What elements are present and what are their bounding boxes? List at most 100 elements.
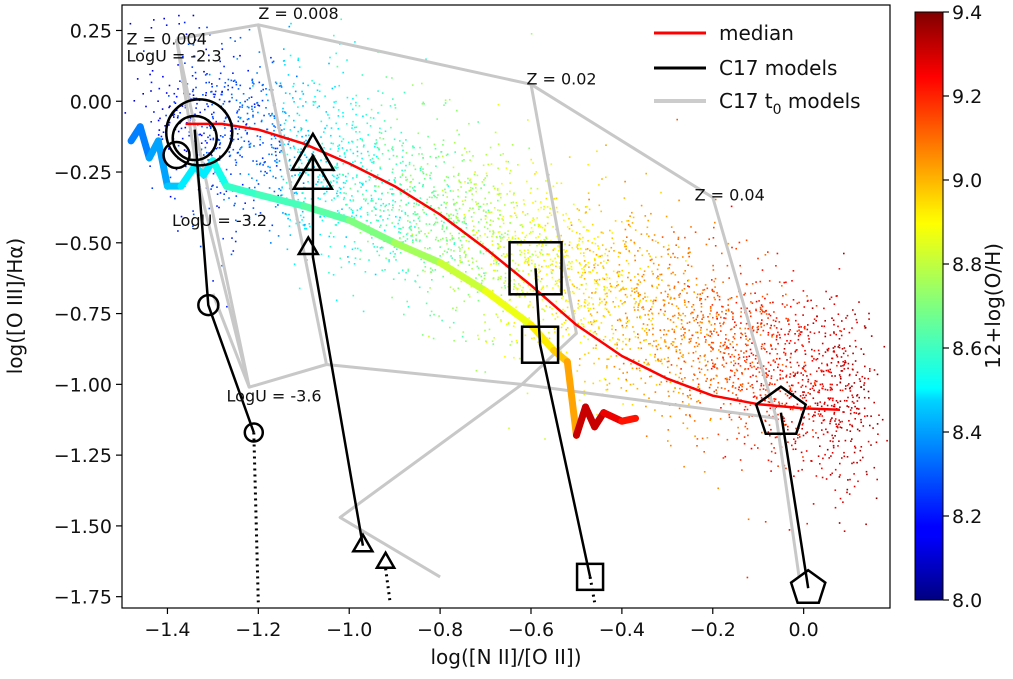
scatter-point <box>307 130 309 132</box>
scatter-point <box>504 285 506 287</box>
scatter-point <box>873 466 876 469</box>
scatter-point <box>631 367 634 370</box>
scatter-point <box>635 290 638 293</box>
scatter-point <box>663 341 666 343</box>
scatter-point <box>745 322 748 325</box>
scatter-point <box>755 300 758 303</box>
annotation-label: Z = 0.004 <box>127 30 207 49</box>
scatter-point <box>301 135 303 138</box>
scatter-point <box>683 328 685 330</box>
scatter-point <box>402 226 404 229</box>
scatter-point <box>468 122 470 125</box>
scatter-point <box>392 168 394 171</box>
scatter-point <box>234 127 237 130</box>
scatter-point <box>472 261 474 264</box>
scatter-point <box>570 221 572 224</box>
scatter-point <box>337 222 340 224</box>
scatter-point <box>788 330 790 333</box>
scatter-point <box>527 304 530 307</box>
scatter-point <box>636 387 639 390</box>
scatter-point <box>469 178 472 181</box>
scatter-point <box>218 78 221 80</box>
scatter-point <box>607 259 609 261</box>
scatter-point <box>536 187 539 190</box>
scatter-point <box>723 317 725 319</box>
scatter-point <box>262 83 264 86</box>
scatter-point <box>809 331 812 333</box>
scatter-point <box>562 308 564 311</box>
scatter-point <box>552 249 555 251</box>
scatter-point <box>246 99 249 101</box>
scatter-point <box>529 288 532 291</box>
scatter-point <box>764 394 767 396</box>
scatter-point <box>668 302 670 304</box>
scatter-point <box>471 229 474 232</box>
scatter-point <box>345 203 347 206</box>
scatter-point <box>854 339 857 342</box>
scatter-point <box>506 255 509 257</box>
scatter-point <box>648 253 650 255</box>
scatter-point <box>242 208 245 210</box>
scatter-point <box>629 348 631 350</box>
scatter-point <box>520 251 523 254</box>
scatter-point <box>843 455 846 458</box>
scatter-point <box>378 254 381 257</box>
scatter-point <box>699 329 702 331</box>
scatter-point <box>314 95 316 98</box>
scatter-point <box>314 100 317 103</box>
scatter-point <box>555 261 557 263</box>
scatter-point <box>804 364 807 367</box>
scatter-point <box>625 245 628 248</box>
scatter-point <box>738 432 740 435</box>
scatter-point <box>645 339 648 341</box>
scatter-point <box>655 256 657 259</box>
scatter-point <box>683 336 686 338</box>
scatter-point <box>679 372 682 375</box>
scatter-point <box>376 250 378 253</box>
scatter-point <box>438 315 440 317</box>
scatter-point <box>609 229 611 232</box>
scatter-point <box>492 277 495 280</box>
scatter-point <box>425 302 428 305</box>
scatter-point <box>816 402 819 405</box>
scatter-point <box>456 221 458 224</box>
scatter-point <box>808 418 811 420</box>
scatter-point <box>612 242 615 245</box>
scatter-point <box>718 298 721 301</box>
scatter-point <box>542 318 545 321</box>
scatter-point <box>168 106 170 109</box>
scatter-point <box>452 237 455 240</box>
scatter-point <box>820 369 822 372</box>
scatter-point <box>682 356 684 358</box>
scatter-point <box>338 84 340 87</box>
scatter-point <box>445 239 448 241</box>
scatter-point <box>809 393 811 395</box>
scatter-point <box>174 197 176 200</box>
scatter-point <box>669 298 672 300</box>
scatter-point <box>330 181 332 184</box>
scatter-point <box>802 459 805 462</box>
scatter-point <box>840 365 842 367</box>
scatter-point <box>792 384 794 387</box>
scatter-point <box>593 266 596 269</box>
scatter-point <box>419 197 422 199</box>
scatter-point <box>762 329 765 332</box>
scatter-point <box>472 207 474 210</box>
scatter-point <box>362 193 364 196</box>
scatter-point <box>354 41 356 43</box>
scatter-point <box>704 359 706 361</box>
scatter-point <box>722 457 725 459</box>
scatter-point <box>274 81 277 84</box>
scatter-point <box>352 212 354 214</box>
scatter-point <box>457 217 459 219</box>
scatter-point <box>783 348 786 350</box>
scatter-point <box>807 324 809 326</box>
scatter-point <box>706 296 709 298</box>
scatter-point <box>651 344 654 347</box>
scatter-point <box>268 187 271 189</box>
scatter-point <box>825 478 828 480</box>
scatter-point <box>565 351 568 354</box>
scatter-point <box>712 348 714 351</box>
scatter-point <box>822 419 825 422</box>
scatter-point <box>759 306 762 309</box>
